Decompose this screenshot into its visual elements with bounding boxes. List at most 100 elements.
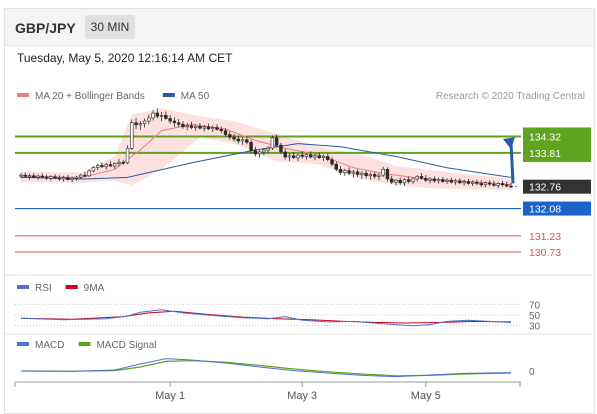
candle-body [74,176,79,179]
candle-body [441,179,445,182]
legend-label: 9MA [84,283,105,294]
candle-body [334,163,339,170]
candle-body [500,183,505,186]
candle-body [313,155,317,158]
candle-body [505,184,509,187]
candle-body [40,175,45,178]
candle-body [70,178,74,180]
legend-swatch [17,342,29,346]
candle-body [347,170,351,174]
candle-body [23,174,27,177]
candle-body [364,172,368,177]
candle-body [385,169,390,180]
candle-body [198,125,202,129]
candle-body [130,122,134,149]
candle-body [206,126,211,130]
candle-body [27,175,32,178]
candle-body [223,130,228,135]
candle-body [147,117,151,122]
candle-body [138,123,143,126]
candle-body [274,137,279,146]
candle-body [330,159,334,165]
candle-body [125,148,130,164]
candle-body [483,182,488,186]
candle-body [53,176,57,179]
candle-body [253,150,258,155]
support-label-bg [523,201,591,216]
candle-body [159,114,164,117]
legend-label: MA 50 [181,91,210,102]
candle-body [287,155,292,158]
candle-body [232,136,236,140]
candle-body [262,149,266,153]
candle-body [470,181,475,184]
legend-swatch [65,285,78,289]
candle-body [372,174,377,177]
candle-body [245,139,249,143]
candle-body [19,174,23,177]
legend-label: MACD Signal [96,340,156,351]
candle-body [415,176,419,180]
candle-body [83,174,87,177]
timeframe-button[interactable]: 30 MIN [85,15,135,39]
candle-body [432,178,437,182]
candle-body [155,112,160,117]
candle-body [436,179,441,182]
macd-signal-line [20,359,512,377]
x-axis-label: May 5 [411,390,441,402]
candle-body [151,112,155,119]
candle-body [36,175,40,178]
macd-line [20,358,512,378]
candle-body [202,126,206,129]
legend-swatch [17,285,29,289]
candle-body [389,178,394,183]
candle-body [496,183,500,186]
level-label-target: 131.23 [529,231,561,243]
legend-swatch [17,93,29,97]
candle-body [61,177,66,180]
resistance-zone-label-bg [523,127,591,162]
macd-tick-label: 0 [529,367,535,378]
legend-label: RSI [35,283,52,294]
candle-body [108,164,113,167]
chart-canvas: MA 20 + Bollinger Bands MA 50 Research © 2… [5,91,594,402]
candle-body [419,176,424,179]
candle-body [168,118,172,122]
candle-body [279,144,283,153]
candle-body [32,175,36,178]
candle-body [296,154,300,159]
candle-body [228,134,232,138]
candle-body [355,171,360,175]
candle-body [368,174,373,177]
legend-swatch [78,342,91,346]
candle-body [211,127,215,130]
level-label-support: 132.08 [529,204,561,216]
candle-body [407,179,411,182]
candle-body [402,179,407,184]
level-label-resistance: 133.81 [529,148,561,160]
rsi-line [20,309,512,327]
candle-body [185,125,189,128]
rsi-tick-label: 70 [529,300,541,311]
candle-body [381,169,385,176]
candle-body [338,169,343,173]
rsi-tick-label: 50 [529,311,541,322]
candle-body [164,114,168,119]
candle-body [181,123,185,128]
candle-body [304,154,309,157]
candle-body [343,170,347,173]
rsi-ma-line [20,310,512,324]
level-label-resistance: 134.32 [529,132,561,144]
candle-body [398,179,402,184]
candle-body [57,177,62,180]
candle-body [104,164,108,168]
candle-body [266,147,270,151]
candle-body [100,165,104,168]
candle-body [321,156,326,159]
candle-body [113,163,117,167]
candle-body [95,165,100,168]
candle-body [91,167,96,172]
candle-body [475,181,479,184]
x-axis-label: May 3 [287,390,317,402]
candle-body [283,151,287,158]
